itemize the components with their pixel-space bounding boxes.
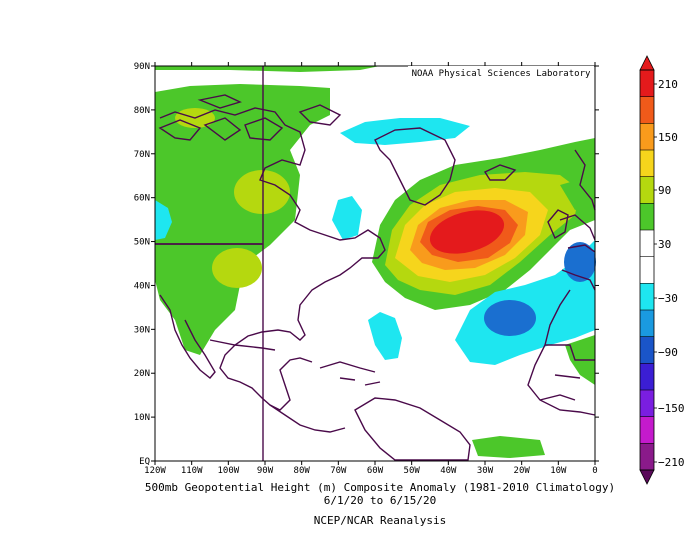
anomaly-fields <box>155 66 596 458</box>
credit-box <box>408 66 594 80</box>
mexico-border <box>209 339 276 351</box>
figure-caption-source: NCEP/NCAR Reanalysis <box>313 514 447 527</box>
lon-tick-label: 40W <box>440 466 457 476</box>
colorbar-segment <box>640 336 654 364</box>
lon-tick-label: 100W <box>217 466 239 476</box>
lat-tick-label: EQ <box>139 457 150 467</box>
colorbar-segment <box>640 230 654 257</box>
positive-anomaly-green-northwest <box>155 84 330 355</box>
colorbar-label: −210 <box>658 456 685 469</box>
lat-tick-label: 30N <box>134 325 150 335</box>
iceland <box>483 164 517 181</box>
lon-tick-label: 10W <box>550 466 567 476</box>
lat-tick-label: 90N <box>134 62 150 72</box>
colorbar-segment <box>640 283 654 311</box>
negative-anomaly-cyan-westpacific <box>155 200 172 240</box>
lat-tick-label: 40N <box>134 281 150 291</box>
lat-tick-label: 10N <box>134 413 150 423</box>
lon-tick-label: 20W <box>514 466 531 476</box>
positive-anomaly-green-tropics <box>472 436 545 458</box>
positive-anomaly-yellowgreen-hudson <box>234 170 290 214</box>
colorbar-label: 30 <box>658 238 671 251</box>
lat-tick-label: 80N <box>134 106 150 116</box>
positive-anomaly-green-europe <box>560 175 595 210</box>
lon-tick-label: 120W <box>144 466 166 476</box>
negative-anomaly-blue-iberia <box>564 242 596 282</box>
colorbar-label: −150 <box>658 402 685 415</box>
south-america <box>354 397 471 461</box>
lon-tick-label: 50W <box>404 466 421 476</box>
credit-text: NOAA Physical Sciences Laboratory <box>412 69 591 79</box>
coastlines <box>155 94 596 461</box>
colorbar-label: −30 <box>658 292 678 305</box>
central-america <box>269 404 346 433</box>
colorbar-outline <box>639 69 655 471</box>
west-coast <box>159 294 216 379</box>
greenland <box>374 127 456 206</box>
lat-tick-label: 20N <box>134 369 150 379</box>
lon-tick-label: 90W <box>257 466 274 476</box>
colorbar-label: −90 <box>658 346 678 359</box>
negative-anomaly-cyan-westatlantic <box>368 312 402 360</box>
colorbar-segment <box>640 310 654 337</box>
lon-tick-label: 0 <box>592 466 597 476</box>
colorbar-segment <box>640 416 654 444</box>
lon-tick-label: 70W <box>330 466 347 476</box>
positive-anomaly-max-red <box>429 210 505 254</box>
colorbar-label: 210 <box>658 78 678 91</box>
colorbar-segment <box>640 96 654 124</box>
colorbar-segment <box>640 203 654 231</box>
longitude-axis: 120W 110W 100W 90W 80W 70W 60W 50W 40W 30W 20W 10W 0 <box>144 62 598 476</box>
figure-caption-title: 500mb Geopotential Height (m) Composite … <box>144 481 616 494</box>
caribbean <box>319 361 381 386</box>
latitude-axis: EQ 10N 20N 30N 40N 50N 60N 70N 80N 90N <box>134 62 599 467</box>
uk <box>547 209 569 240</box>
negative-anomaly-cyan-labrador <box>332 196 362 240</box>
colorbar-segment <box>640 123 654 151</box>
lat-tick-label: 60N <box>134 194 150 204</box>
colorbar-segment <box>640 363 654 391</box>
lon-tick-label: 30W <box>477 466 494 476</box>
colorbar-segment <box>640 443 654 471</box>
positive-anomaly-yellowgreen-plains <box>212 248 262 288</box>
colorbar-segment <box>640 176 654 204</box>
colorbar: 210 150 90 30 −30 −90 −150 −210 <box>639 55 685 485</box>
colorbar-segment <box>640 390 654 417</box>
reference-lines <box>155 66 264 461</box>
colorbar-segment <box>640 150 654 177</box>
africa-borders <box>539 344 595 401</box>
africa-coast <box>527 289 596 416</box>
lon-tick-label: 80W <box>294 466 311 476</box>
figure-caption-dates: 6/1/20 to 6/15/20 <box>323 494 437 507</box>
negative-anomaly-cyan-canaries <box>560 298 595 322</box>
negative-anomaly-cyan-arctic <box>340 118 470 145</box>
colorbar-top-arrow <box>639 55 655 71</box>
colorbar-label: 150 <box>658 131 678 144</box>
colorbar-label: 90 <box>658 184 671 197</box>
lon-tick-label: 110W <box>181 466 203 476</box>
negative-anomaly-cyan-eastatlantic <box>455 240 595 365</box>
north-america-coast <box>159 107 386 411</box>
lon-tick-label: 60W <box>367 466 384 476</box>
positive-anomaly-green-pole <box>155 66 380 72</box>
colorbar-segment <box>640 70 654 97</box>
lat-tick-label: 70N <box>134 150 150 160</box>
lat-tick-label: 50N <box>134 238 150 248</box>
europe-coast <box>559 149 596 291</box>
colorbar-segment <box>640 256 654 284</box>
negative-anomaly-blue-azores <box>484 300 536 336</box>
arctic-islands <box>158 94 342 141</box>
